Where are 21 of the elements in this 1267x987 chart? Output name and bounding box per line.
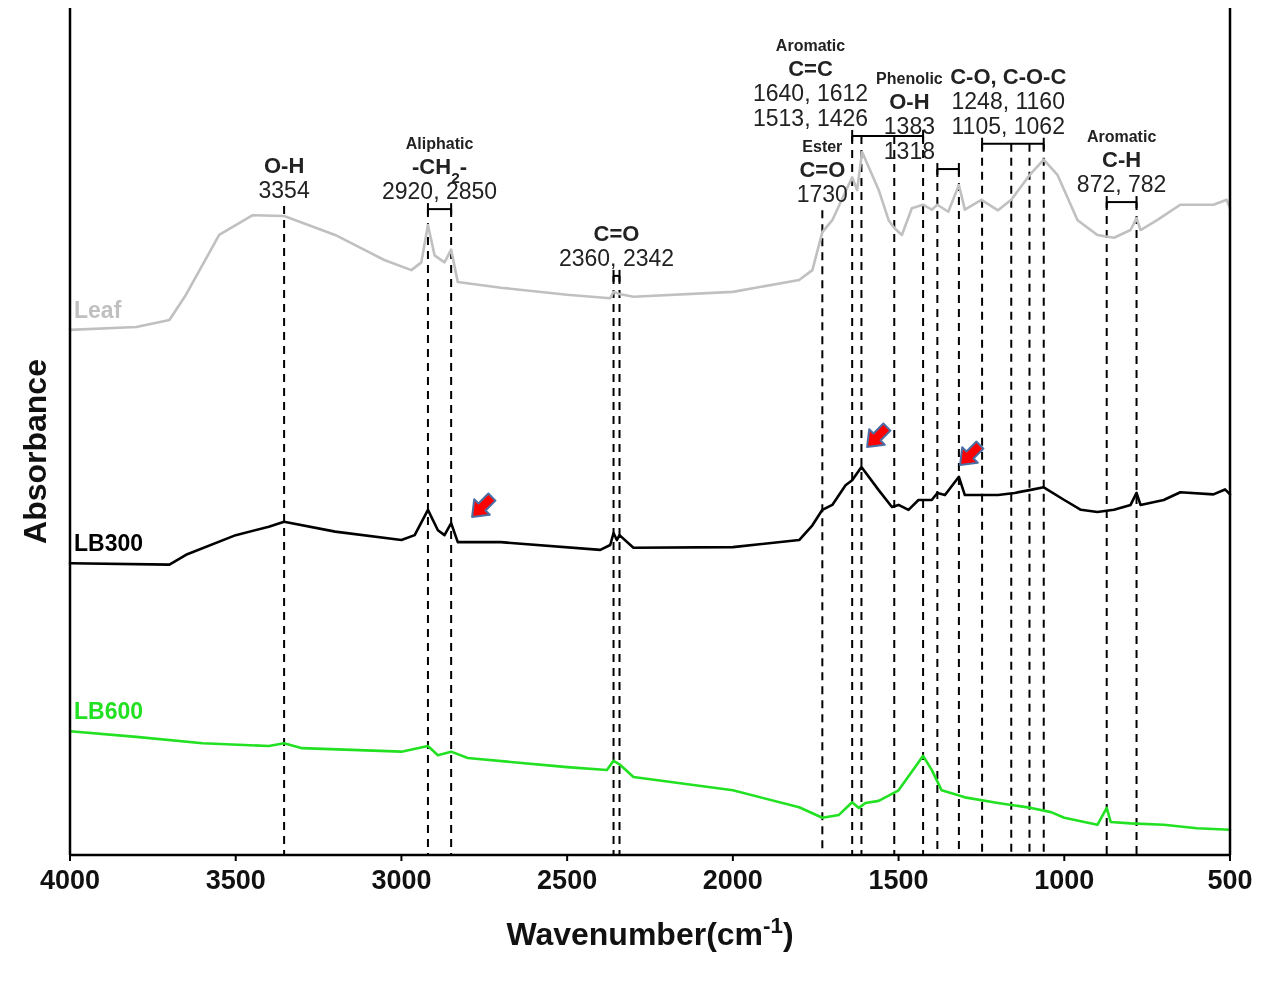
x-tick-label: 1000 bbox=[1034, 865, 1095, 895]
text: Aromatic C=C 1640, 1612 1513, 1426 bbox=[752, 37, 869, 131]
series-label: Leaf bbox=[74, 296, 122, 323]
series-label: LB600 bbox=[74, 698, 144, 725]
series-label: LB300 bbox=[74, 530, 144, 557]
text: C-O, C-O-C 1248, 1160 1105, 1062 bbox=[950, 63, 1067, 139]
x-axis-title: Wavenumber(cm$^{-1}$) bbox=[506, 912, 794, 952]
y-axis-title: Absorbance bbox=[17, 359, 53, 544]
annotation: C=O 2360, 2342 bbox=[558, 220, 675, 271]
x-tick-label: 3000 bbox=[371, 865, 432, 895]
annotation: Aliphatic -CH$_{2}$- 2920, 2850 bbox=[381, 135, 498, 205]
x-tick-label: 4000 bbox=[39, 865, 101, 895]
x-tick-label: 2000 bbox=[702, 865, 763, 895]
x-tick-label: 1500 bbox=[868, 865, 929, 895]
annotation: Phenolic O-H 1383 1318 bbox=[876, 70, 943, 165]
x-tick-label: 2500 bbox=[537, 865, 598, 895]
annotation: Ester C=O 1730 bbox=[796, 138, 848, 208]
annotation: Aromatic C-H 872, 782 bbox=[1076, 128, 1167, 198]
x-tick-label: 3500 bbox=[205, 865, 266, 895]
x-tick-label: 500 bbox=[1207, 865, 1253, 895]
annotation: O-H 3354 bbox=[258, 152, 310, 203]
